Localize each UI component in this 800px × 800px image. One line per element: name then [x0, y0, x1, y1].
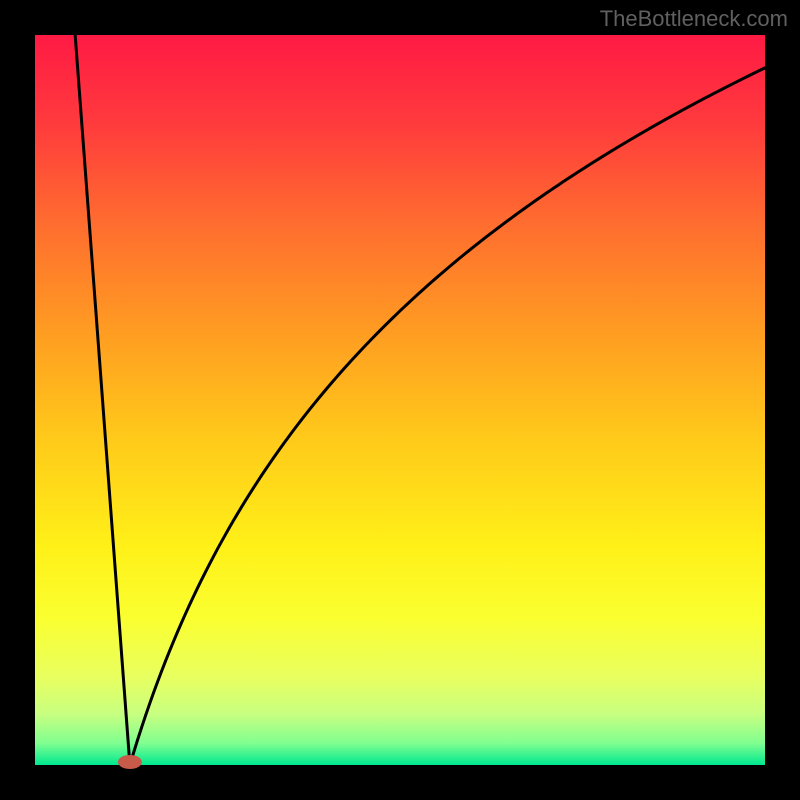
watermark-text: TheBottleneck.com: [600, 6, 788, 32]
chart-container: TheBottleneck.com: [0, 0, 800, 800]
chart-svg: [0, 0, 800, 800]
